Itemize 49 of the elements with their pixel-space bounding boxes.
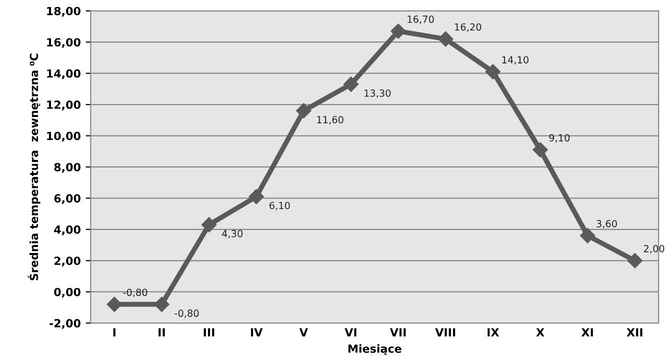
point [438,31,454,47]
data-label: 3,60 [596,220,617,228]
point [485,64,501,80]
x-tick-label: VII [390,328,406,336]
point [296,103,312,118]
y-tick-label: 14,00 [47,69,80,80]
data-label: -0,80 [174,310,199,318]
data-label: 16,70 [408,16,434,24]
data-label: 2,00 [644,244,664,254]
y-tick-label: 8,00 [54,162,80,173]
y-axis-title: Średnia temperatura zewnętrzna ⁰C [28,54,40,280]
y-tick-label: -2,00 [50,319,80,329]
x-tick-label: XII [626,328,642,336]
x-tick-label: IV [250,328,263,336]
y-tick-label: 16,00 [47,38,80,48]
data-label: 9,10 [549,134,570,143]
point [627,253,642,268]
data-label: 16,20 [455,23,482,32]
x-axis-title: Miesiące [348,344,402,355]
x-tick-label: I [113,328,116,336]
x-tick-label: X [536,328,544,336]
x-tick-label: XI [581,328,593,336]
point [390,24,406,39]
data-label: 14,10 [502,56,528,64]
x-tick-label: V [299,328,308,336]
y-tick-label: 10,00 [47,132,80,142]
y-tick-label: 12,00 [47,100,80,110]
data-label: -0,80 [123,288,148,298]
data-label: 4,30 [222,230,243,238]
x-tick-label: II [158,328,165,336]
y-tick-label: 0,00 [54,288,80,298]
point [532,142,548,158]
point [248,189,264,204]
y-tick-label: 4,00 [54,225,80,236]
point [154,296,170,312]
data-label: 13,30 [364,89,391,98]
x-tick-label: III [204,328,214,336]
x-tick-label: VI [344,328,356,336]
point [106,296,122,312]
x-tick-label: VIII [435,328,456,336]
x-tick-label: IX [488,328,500,336]
y-tick-label: 18,00 [47,6,80,17]
data-label: 6,10 [270,202,290,210]
y-tick-label: 6,00 [54,194,80,204]
point [580,228,596,244]
point [201,217,217,232]
data-label: 11,60 [317,116,344,124]
y-tick-label: 2,00 [54,256,80,266]
point [343,76,359,92]
